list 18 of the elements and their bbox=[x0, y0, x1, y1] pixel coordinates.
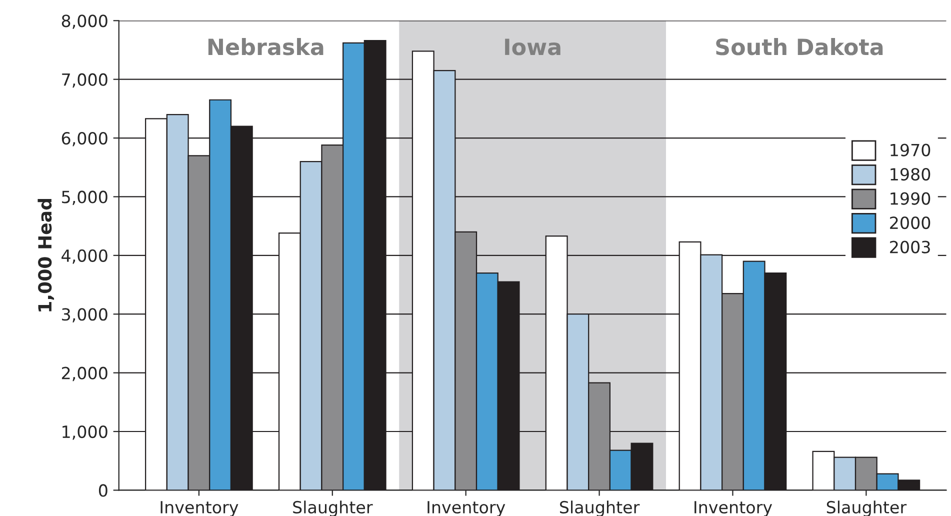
y-axis-title: 1,000 Head bbox=[38, 199, 54, 312]
y-tick-label: 2,000 bbox=[62, 366, 108, 382]
legend-label: 2003 bbox=[890, 240, 930, 254]
legend-label: 1990 bbox=[890, 192, 930, 205]
y-tick-label: 8,000 bbox=[62, 14, 108, 29]
y-tick-label: 7,000 bbox=[62, 73, 108, 88]
annotation: Nebraska bbox=[208, 38, 324, 56]
legend-label: 2000 bbox=[890, 216, 930, 230]
annotation: South Dakota bbox=[716, 38, 883, 56]
y-tick-label: 0 bbox=[98, 484, 108, 497]
y-tick-label: 1,000 bbox=[62, 425, 108, 440]
y-tick-label: 6,000 bbox=[62, 132, 108, 146]
y-tick-label: 5,000 bbox=[62, 190, 108, 205]
y-tick-label: 4,000 bbox=[62, 249, 108, 264]
y-tick-label: 3,000 bbox=[62, 308, 108, 322]
legend-label: 1980 bbox=[890, 168, 930, 181]
legend-label: 1970 bbox=[890, 144, 930, 156]
annotation: Iowa bbox=[505, 38, 560, 56]
